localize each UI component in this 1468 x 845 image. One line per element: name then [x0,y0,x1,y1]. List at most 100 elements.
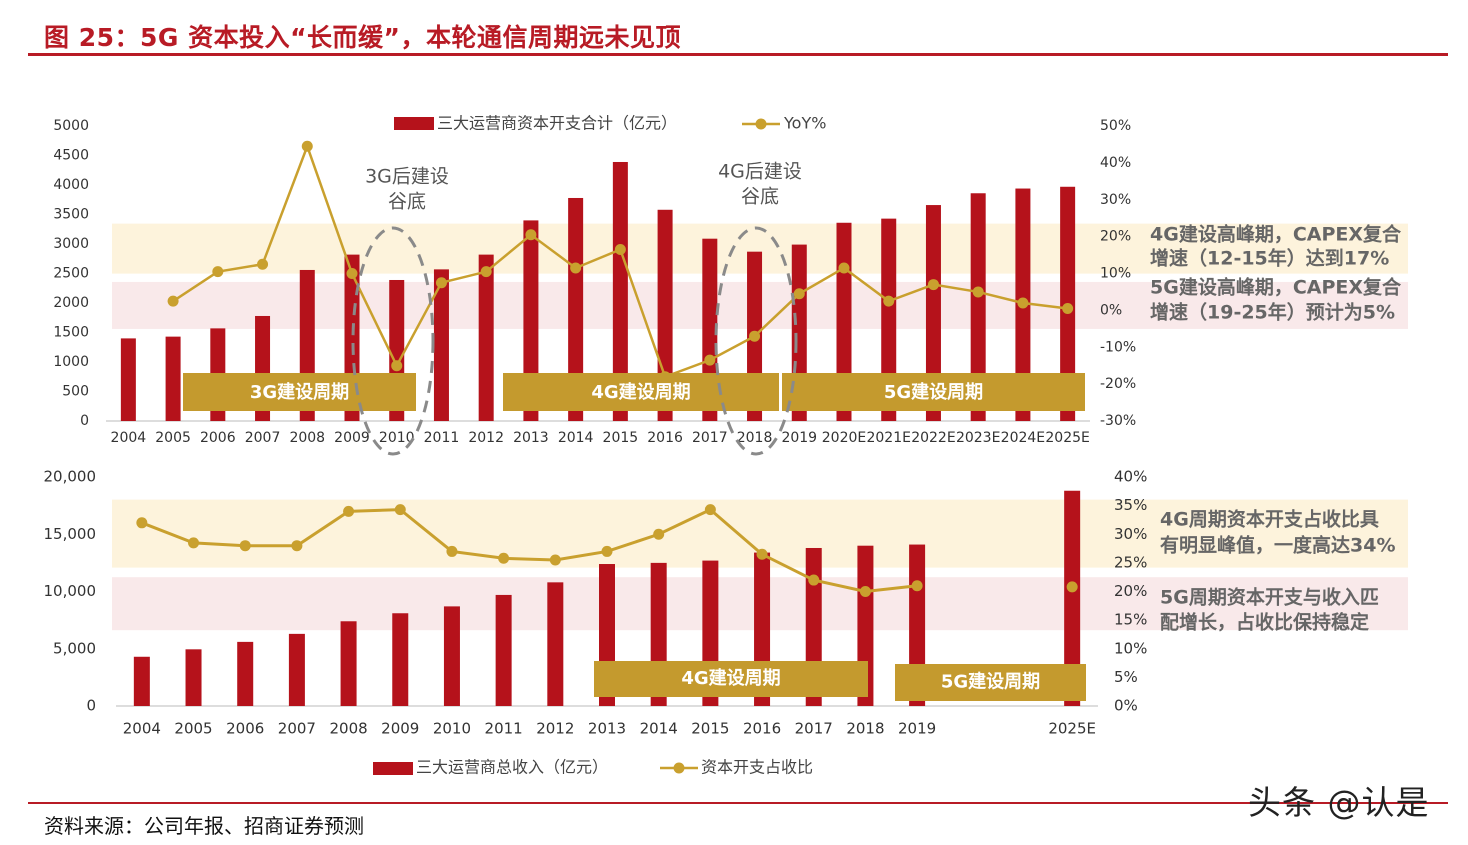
y-tick-label: 20,000 [44,468,97,486]
yoy-point [927,279,939,291]
legend-revenue-label: 三大运营商总收入（亿元） [416,758,608,777]
y2-tick-label: 10% [1100,266,1131,282]
x-tick-label: 2011 [424,430,460,446]
yoy-point [570,262,582,274]
yoy-point [301,140,313,152]
yoy-point [972,286,984,298]
ratio-point [188,537,200,549]
trough-label: 谷底 [388,191,426,213]
legend-yoy-marker [755,118,767,130]
capex-bar [925,205,941,421]
yoy-point [793,288,805,300]
revenue-bar [340,621,357,706]
annotation-text: 增速（19-25年）预计为5% [1150,301,1395,324]
source-note: 资料来源：公司年报、招商证券预测 [44,814,364,838]
ratio-point [653,528,665,540]
y-tick-label: 500 [62,384,89,400]
y2-tick-label: 20% [1100,229,1131,245]
legend-capex-label: 三大运营商资本开支合计（亿元） [437,114,677,133]
y-tick-label: 0 [86,697,96,715]
period-label: 5G建设周期 [884,381,983,403]
x-tick-label: 2013 [588,720,626,738]
y2-tick-label: -20% [1100,376,1136,392]
capex-bar [612,161,628,422]
yoy-point [480,266,492,278]
ratio-point [239,540,251,552]
ratio-point [601,545,613,557]
y-tick-label: 2500 [53,266,89,282]
y-tick-label: 2000 [53,295,89,311]
y-tick-label: 15,000 [44,525,97,543]
x-tick-label: 2014 [558,430,594,446]
y2-tick-label: 0% [1114,697,1138,715]
period-box [895,664,1086,701]
annotation-text: 配增长，占收比保持稳定 [1160,611,1369,634]
y2-tick-label: 30% [1114,525,1147,543]
y-tick-label: 5,000 [53,639,96,657]
capex-bar [478,254,494,421]
period-box [594,661,868,697]
y2-tick-label: 0% [1100,302,1122,318]
period-box [782,373,1085,411]
y2-tick-label: 10% [1114,639,1147,657]
y2-tick-label: 25% [1114,553,1147,571]
trough-label: 3G后建设 [365,166,449,188]
capex-bar [836,222,852,421]
x-tick-label: 2004 [123,720,161,738]
trough-ellipse [351,226,435,456]
period-box [503,373,779,411]
y2-tick-label: -30% [1100,413,1136,429]
trough-ellipse [714,226,798,456]
capex-bar [523,220,539,421]
x-tick-label: 2025E [1045,430,1089,446]
yoy-point [838,262,850,274]
x-tick-label: 2021E [866,430,910,446]
yoy-point [525,229,537,241]
ratio-point [291,540,303,552]
annotation-text: 4G周期资本开支占收比具 [1160,508,1379,531]
x-tick-label: 2022E [911,430,955,446]
annotation-text: 4G建设高峰期，CAPEX复合 [1150,223,1402,246]
x-tick-label: 2004 [111,430,147,446]
y-tick-label: 4000 [53,177,89,193]
legend-ratio-marker [673,762,685,774]
capex-bar [433,269,449,421]
yoy-point [1017,297,1029,309]
y-tick-label: 5000 [53,118,89,134]
x-tick-label: 2015 [691,720,729,738]
ratio-point [1066,581,1078,593]
ratio-point [498,552,510,564]
ratio-point [549,554,561,566]
legend-yoy-label: YoY% [783,114,826,133]
x-tick-label: 2012 [536,720,574,738]
legend-ratio-label: 资本开支占收比 [701,758,813,777]
annotation-text: 5G周期资本开支与收入匹 [1160,586,1379,609]
x-tick-label: 2015 [603,430,639,446]
x-tick-label: 2017 [795,720,833,738]
period-label: 4G建设周期 [681,667,780,689]
ratio-point [136,517,148,529]
x-tick-label: 2007 [278,720,316,738]
y-tick-label: 1500 [53,325,89,341]
x-tick-label: 2005 [174,720,212,738]
x-tick-label: 2019 [898,720,936,738]
source-rule [28,802,1448,804]
yoy-point [1062,303,1074,315]
capex-bar [120,338,136,421]
y2-tick-label: 35% [1114,496,1147,514]
x-tick-label: 2006 [226,720,264,738]
x-tick-label: 2020E [822,430,866,446]
revenue-bar [443,606,460,706]
y-tick-label: 3000 [53,236,89,252]
x-tick-label: 2006 [200,430,236,446]
x-tick-label: 2019 [781,430,817,446]
capex-bar [881,218,897,421]
x-tick-label: 2025E [1048,720,1096,738]
ratio-point [911,580,923,592]
yoy-point [435,277,447,289]
ratio-point [704,504,716,516]
yoy-point [883,295,895,307]
ratio-line [141,507,918,594]
trough-label: 谷底 [741,186,779,208]
x-tick-label: 2009 [381,720,419,738]
